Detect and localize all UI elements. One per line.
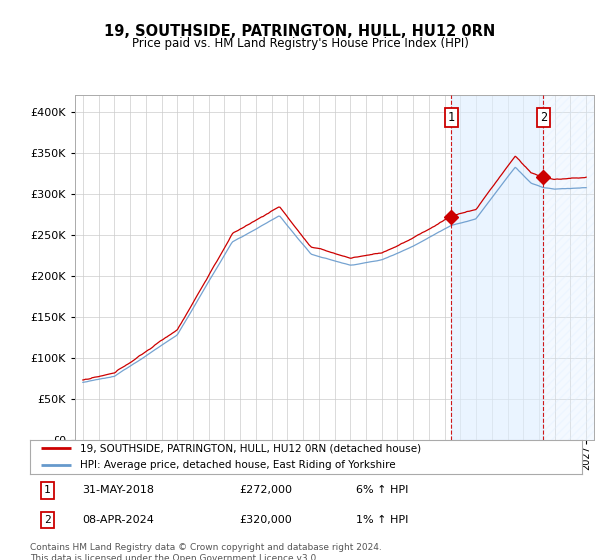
Text: £272,000: £272,000 (240, 486, 293, 496)
Text: 19, SOUTHSIDE, PATRINGTON, HULL, HU12 0RN: 19, SOUTHSIDE, PATRINGTON, HULL, HU12 0R… (104, 24, 496, 39)
Text: 1: 1 (448, 111, 455, 124)
Bar (451, 95, 543, 440)
Text: 1: 1 (44, 486, 50, 496)
Text: 2: 2 (539, 111, 547, 124)
Text: 08-APR-2024: 08-APR-2024 (82, 515, 154, 525)
Text: 2: 2 (44, 515, 50, 525)
Text: HPI: Average price, detached house, East Riding of Yorkshire: HPI: Average price, detached house, East… (80, 460, 395, 470)
Text: £320,000: £320,000 (240, 515, 293, 525)
Bar (543, 95, 594, 440)
Text: 6% ↑ HPI: 6% ↑ HPI (356, 486, 408, 496)
Text: Contains HM Land Registry data © Crown copyright and database right 2024.
This d: Contains HM Land Registry data © Crown c… (30, 543, 382, 560)
Text: 1% ↑ HPI: 1% ↑ HPI (356, 515, 408, 525)
Text: Price paid vs. HM Land Registry's House Price Index (HPI): Price paid vs. HM Land Registry's House … (131, 37, 469, 50)
Text: 19, SOUTHSIDE, PATRINGTON, HULL, HU12 0RN (detached house): 19, SOUTHSIDE, PATRINGTON, HULL, HU12 0R… (80, 444, 421, 453)
Text: 31-MAY-2018: 31-MAY-2018 (82, 486, 154, 496)
